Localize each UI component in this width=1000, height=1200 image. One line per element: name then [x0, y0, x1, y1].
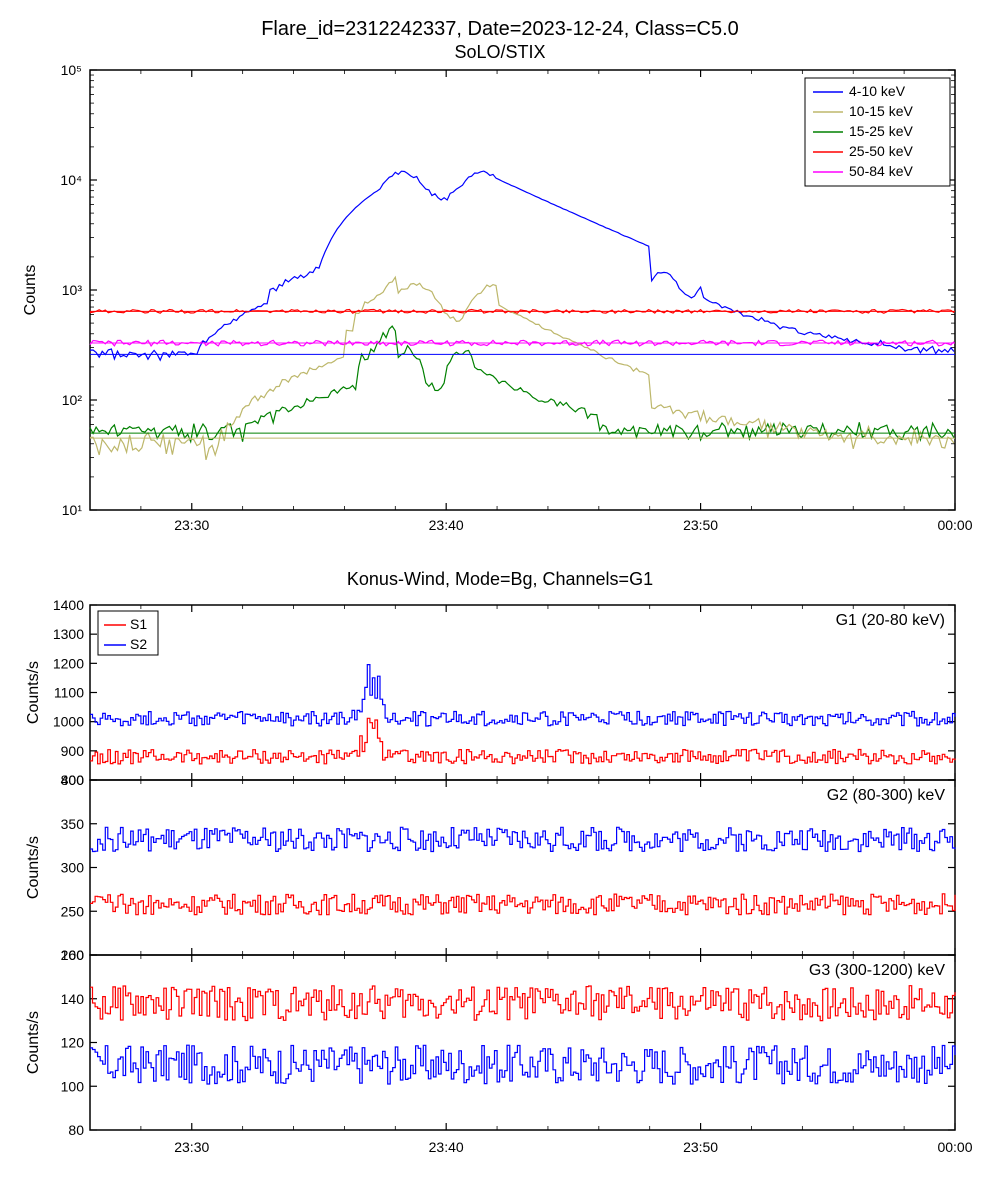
stix-xtick-label: 00:00 [937, 517, 972, 533]
konus-ytick-label: 1400 [53, 597, 84, 613]
konus-ytick-label: 300 [61, 860, 85, 876]
konus-annotation: G2 (80-300) keV [827, 787, 946, 804]
stix-ytick-label: 10³ [62, 282, 83, 298]
konus-ytick-label: 1200 [53, 655, 84, 671]
konus-series [90, 1045, 955, 1084]
konus-series [90, 894, 955, 915]
stix-ylabel: Counts [22, 265, 39, 316]
konus-xtick-label: 23:40 [429, 1139, 464, 1155]
konus-series [90, 986, 955, 1021]
konus-title: Konus-Wind, Mode=Bg, Channels=G1 [347, 569, 653, 589]
konus-legend-label: S2 [130, 636, 147, 652]
stix-ytick-label: 10² [62, 392, 83, 408]
stix-legend-label: 10-15 keV [849, 103, 913, 119]
konus-ytick-label: 80 [68, 1122, 84, 1138]
konus-ylabel: Counts/s [25, 836, 42, 899]
konus-annotation: G3 (300-1200) keV [809, 962, 945, 979]
konus-ytick-label: 1100 [54, 685, 84, 701]
konus-ylabel: Counts/s [25, 1011, 42, 1074]
stix-xtick-label: 23:50 [683, 517, 718, 533]
konus-ytick-label: 120 [61, 1035, 85, 1051]
stix-legend-label: 25-50 keV [849, 143, 913, 159]
konus-series [90, 827, 955, 851]
konus-xtick-label: 23:30 [174, 1139, 209, 1155]
multi-panel-chart: 10¹ 10² 10³ 10⁴ 10⁵ 23:30 23:40 23:50 00:00 Count… [0, 0, 1000, 1200]
stix-xtick-label: 23:40 [429, 517, 464, 533]
stix-xtick-label: 23:30 [174, 517, 209, 533]
konus-ytick-label: 1300 [53, 626, 84, 642]
stix-legend-label: 15-25 keV [849, 123, 913, 139]
stix-series [90, 171, 954, 360]
konus-ytick-label: 900 [61, 743, 85, 759]
konus-legend-box [98, 611, 158, 655]
konus-ylabel: Counts/s [25, 661, 42, 724]
stix-ytick-label: 10¹ [62, 502, 83, 518]
konus-xtick-label: 00:00 [937, 1139, 972, 1155]
stix-ytick-label: 10⁴ [60, 172, 82, 188]
stix-series [90, 277, 954, 460]
konus-legend-label: S1 [130, 616, 147, 632]
main-title: Flare_id=2312242337, Date=2023-12-24, Cl… [261, 18, 739, 40]
konus-annotation: G1 (20-80 keV) [836, 612, 945, 629]
konus-ytick-label: 350 [61, 816, 85, 832]
konus-ytick-label: 160 [61, 947, 85, 963]
konus-xtick-label: 23:50 [683, 1139, 718, 1155]
stix-legend-label: 4-10 keV [849, 83, 906, 99]
konus-ytick-label: 1000 [53, 714, 84, 730]
stix-ytick-label: 10⁵ [61, 62, 82, 78]
konus-ytick-label: 250 [61, 903, 85, 919]
konus-ytick-label: 400 [61, 772, 85, 788]
stix-legend-label: 50-84 keV [849, 163, 913, 179]
konus-ytick-label: 140 [61, 991, 85, 1007]
konus-series [90, 665, 955, 726]
stix-title: SoLO/STIX [454, 42, 545, 62]
konus-ytick-label: 100 [61, 1078, 85, 1094]
